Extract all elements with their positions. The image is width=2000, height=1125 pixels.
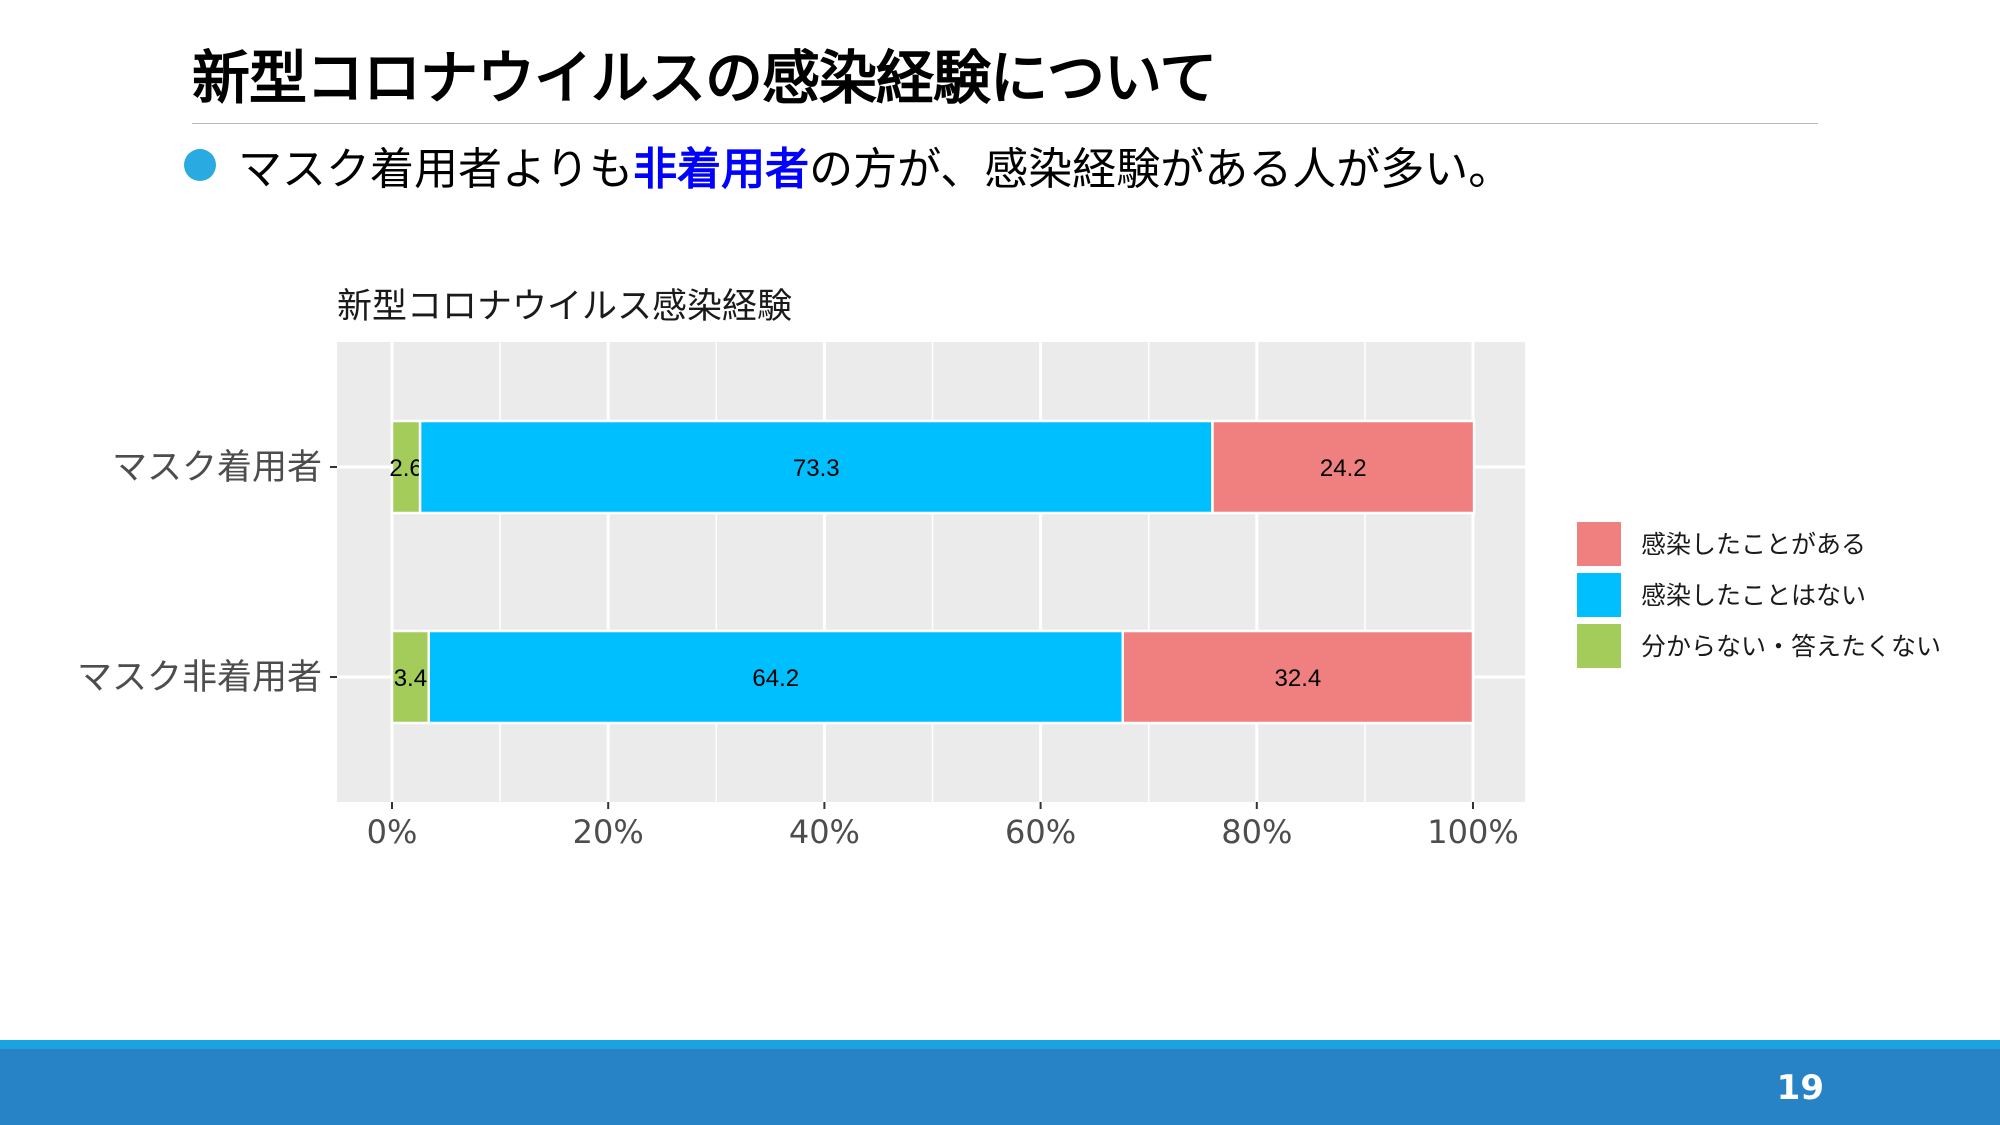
legend-label: 分からない・答えたくない — [1641, 632, 1941, 661]
footer-stripe — [0, 1040, 2000, 1049]
data-label: 3.4 — [394, 665, 427, 692]
data-label: 2.6 — [389, 455, 422, 482]
bar-segment — [390, 629, 431, 725]
legend-label: 感染したことはない — [1641, 581, 1866, 610]
stacked-bar-chart: 新型コロナウイルス感染経験 2.6 73.3 24.2 3.4 64.2 32.4 0% 2… — [77, 287, 1941, 851]
bar-segment — [427, 629, 1125, 725]
legend-key — [1577, 573, 1621, 617]
legend-key — [1577, 522, 1621, 566]
data-label: 24.2 — [1320, 455, 1367, 482]
x-tick-label: 100% — [1427, 813, 1518, 851]
slide-title: 新型コロナウイルスの感染経験について — [192, 44, 1217, 112]
x-tick-label: 40% — [789, 813, 860, 851]
bar-segment — [390, 419, 422, 515]
grid-minor — [499, 342, 1366, 802]
x-axis: 0% 20% 40% 60% 80% 100% — [367, 802, 1519, 851]
data-label: 32.4 — [1275, 665, 1322, 692]
bar-segment — [1121, 629, 1475, 725]
bar-segment — [1211, 419, 1476, 515]
chart-title: 新型コロナウイルス感染経験 — [337, 287, 792, 327]
bars: 2.6 73.3 24.2 3.4 64.2 32.4 — [389, 419, 1476, 725]
bullet-point: マスク着用者よりも 非着用者 の方が、感染経験がある人が多い。 — [184, 132, 1512, 198]
plot-panel — [337, 342, 1525, 802]
category-label: マスク着用者 — [112, 448, 322, 488]
footer-bar — [0, 1049, 2000, 1125]
legend-key — [1577, 624, 1621, 668]
x-tick-label: 80% — [1221, 813, 1292, 851]
x-tick-label: 20% — [573, 813, 644, 851]
x-tick-label: 60% — [1005, 813, 1076, 851]
category-label: マスク非着用者 — [77, 658, 322, 698]
bullet-text-pre: マスク着用者よりも — [238, 144, 634, 195]
title-divider — [192, 123, 1818, 124]
legend-label: 感染したことがある — [1641, 530, 1866, 559]
bar-segment — [418, 419, 1214, 515]
page-number: 19 — [1776, 1068, 1824, 1108]
bullet-text-highlight: 非着用者 — [633, 144, 810, 195]
data-label: 73.3 — [793, 455, 840, 482]
x-tick-label: 0% — [367, 813, 418, 851]
bullet-dot-icon — [184, 149, 216, 181]
data-label: 64.2 — [752, 665, 799, 692]
bullet-text-post: の方が、感染経験がある人が多い。 — [809, 144, 1513, 195]
